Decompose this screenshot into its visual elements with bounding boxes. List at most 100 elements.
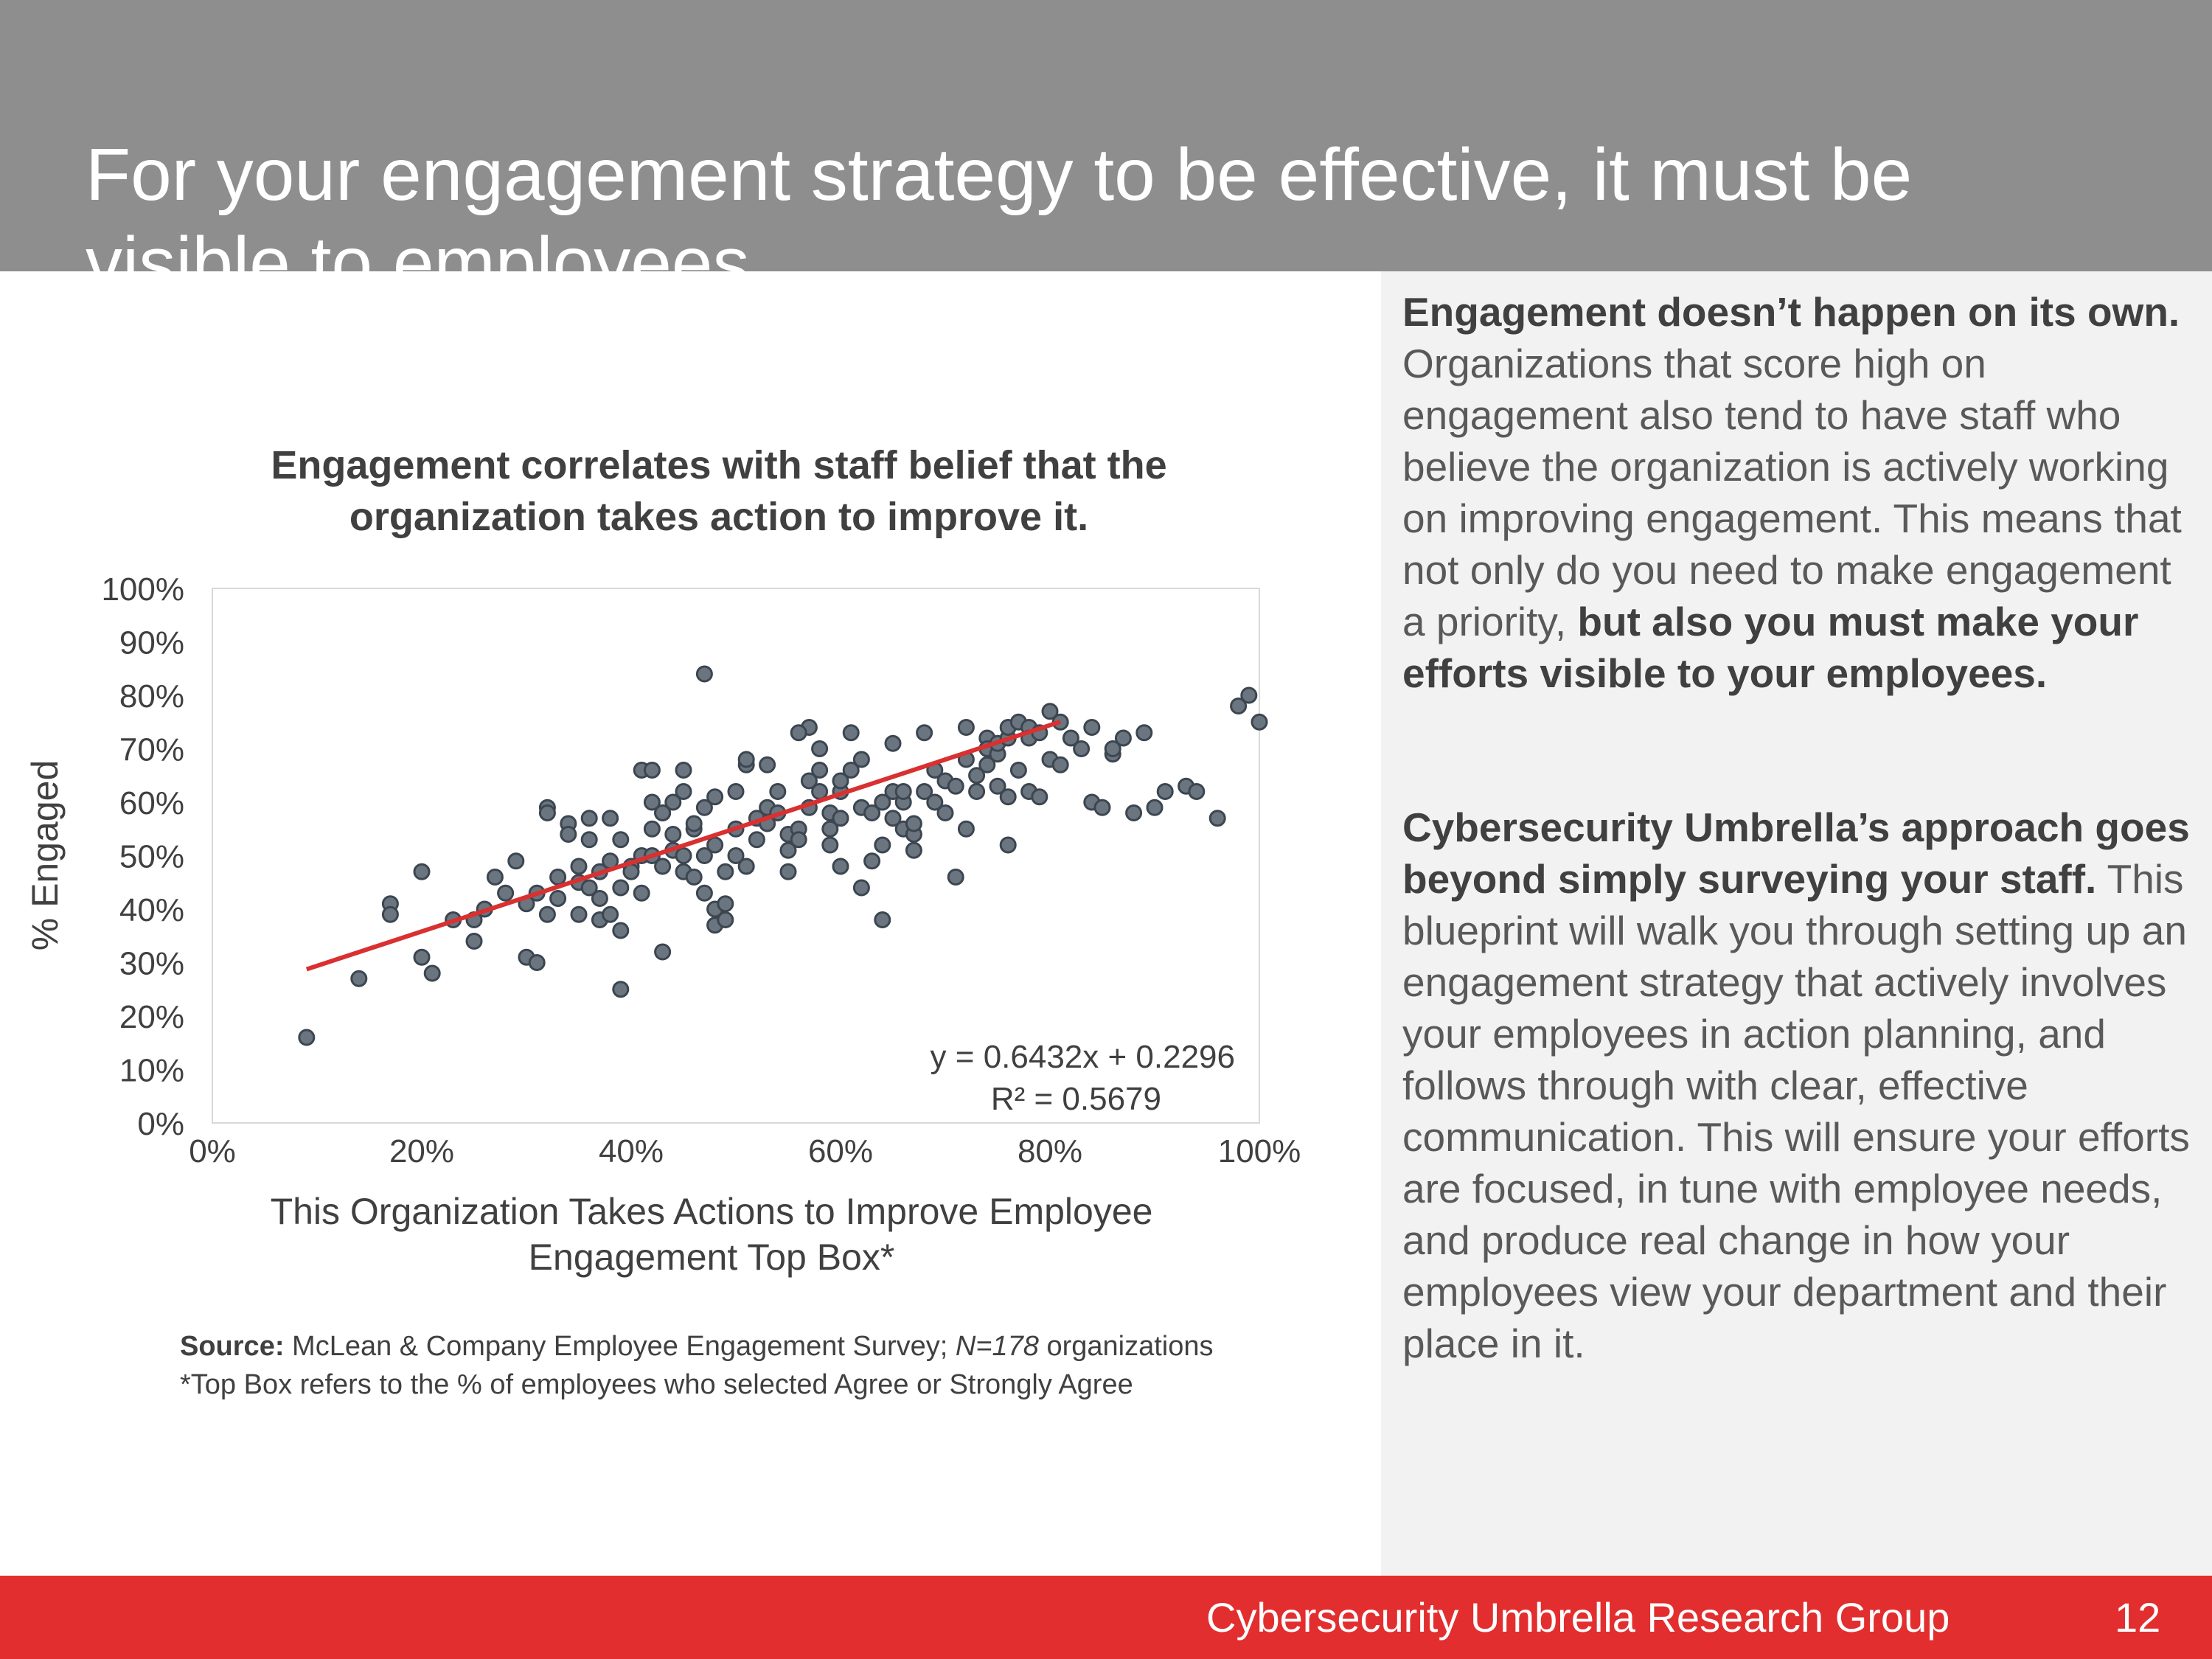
y-tick-label: 70% — [119, 732, 184, 768]
data-point — [926, 793, 944, 811]
x-tick-label: 100% — [1218, 1133, 1301, 1169]
data-point — [695, 847, 713, 864]
data-point — [1073, 740, 1091, 757]
data-point — [842, 762, 860, 779]
page-number: 12 — [2115, 1594, 2161, 1641]
slide-title: For your engagement strategy to be effec… — [86, 133, 1913, 305]
source-text-b: organizations — [1038, 1331, 1214, 1362]
source-text-a: McLean & Company Employee Engagement Sur… — [284, 1331, 956, 1362]
data-point — [706, 788, 724, 806]
data-point — [811, 740, 829, 757]
data-point — [832, 810, 849, 827]
data-point — [717, 895, 734, 913]
trendline-equation: y = 0.6432x + 0.2296 — [931, 1039, 1235, 1075]
data-point — [968, 767, 986, 785]
data-point — [811, 783, 829, 800]
data-point — [936, 804, 954, 821]
panel-p2-bold: Cybersecurity Umbrella’s approach goes b… — [1402, 804, 2190, 902]
data-point — [538, 905, 556, 923]
panel-p2-text: This blueprint will walk you through set… — [1402, 856, 2190, 1366]
y-axis-label: % Engaged — [24, 760, 66, 951]
data-point — [863, 852, 881, 870]
panel-p1-bold-2: but also you must make your efforts visi… — [1402, 599, 2139, 696]
data-point — [643, 793, 661, 811]
data-point — [1208, 810, 1226, 827]
data-point — [580, 831, 598, 849]
data-point — [779, 863, 797, 880]
data-point — [1146, 799, 1164, 816]
data-point — [350, 970, 368, 987]
title-bar — [0, 0, 2212, 271]
y-tick-label: 0% — [137, 1106, 184, 1142]
footer-org-name: Cybersecurity Umbrella Research Group — [1206, 1594, 1950, 1641]
data-point — [549, 890, 567, 907]
x-axis-label-line-1: This Organization Takes Actions to Impro… — [271, 1191, 1153, 1232]
data-point — [999, 788, 1017, 806]
data-point — [654, 804, 672, 821]
x-tick-label: 0% — [189, 1133, 236, 1169]
data-point — [423, 964, 441, 982]
data-point — [633, 884, 650, 902]
data-point — [779, 841, 797, 859]
data-point — [413, 863, 431, 880]
data-point — [737, 858, 755, 875]
data-point — [591, 890, 608, 907]
data-point — [759, 756, 776, 773]
chart-title: Engagement correlates with staff belief … — [271, 443, 1167, 539]
data-point — [602, 810, 619, 827]
data-point — [497, 884, 515, 902]
data-point — [957, 719, 975, 736]
y-tick-label: 60% — [119, 785, 184, 821]
data-point — [298, 1029, 316, 1046]
panel-p1-text: Organizations that score high on engagem… — [1402, 341, 2182, 644]
data-point — [916, 724, 933, 742]
y-tick-label: 90% — [119, 625, 184, 661]
data-point — [612, 831, 630, 849]
data-point — [413, 948, 431, 966]
y-tick-label: 30% — [119, 946, 184, 982]
data-point — [538, 804, 556, 821]
data-point — [654, 943, 672, 961]
data-point — [874, 793, 891, 811]
panel-p1-bold: Engagement doesn’t happen on its own. — [1402, 289, 2180, 335]
data-point — [811, 762, 829, 779]
x-tick-label: 80% — [1018, 1133, 1082, 1169]
data-point — [717, 911, 734, 928]
sample-size: N=178 — [955, 1331, 1039, 1362]
data-point — [685, 815, 703, 832]
source-line: Source: McLean & Company Employee Engage… — [180, 1327, 1360, 1366]
data-point — [381, 905, 399, 923]
data-point — [832, 858, 849, 875]
data-point — [737, 751, 755, 768]
data-point — [486, 869, 504, 886]
data-point — [706, 836, 724, 854]
data-point — [528, 954, 546, 971]
data-point — [675, 847, 692, 864]
data-point — [748, 831, 765, 849]
data-point — [1240, 686, 1258, 704]
data-point — [570, 858, 588, 875]
data-point — [957, 820, 975, 838]
y-axis: 0% 10% 20% 30% 40% 50% 60% 70% 80% 90% 100% — [101, 571, 184, 1142]
data-point — [580, 810, 598, 827]
data-point — [717, 863, 734, 880]
data-point — [790, 831, 807, 849]
data-point — [612, 879, 630, 897]
data-point — [465, 933, 483, 950]
chart-footnote: Source: McLean & Company Employee Engage… — [180, 1327, 1360, 1404]
data-point — [602, 905, 619, 923]
data-point — [978, 756, 996, 773]
data-point — [905, 841, 922, 859]
x-axis-label-line-2: Engagement Top Box* — [529, 1237, 895, 1278]
x-tick-label: 60% — [808, 1133, 873, 1169]
y-tick-label: 20% — [119, 999, 184, 1035]
data-point — [1135, 724, 1153, 742]
data-point — [769, 783, 787, 800]
data-point — [821, 820, 839, 838]
y-tick-label: 100% — [101, 571, 184, 608]
data-point — [1125, 804, 1143, 821]
x-axis: 0% 20% 40% 60% 80% 100% — [189, 1133, 1301, 1169]
data-point — [1062, 729, 1079, 747]
panel-paragraph-2: Cybersecurity Umbrella’s approach goes b… — [1402, 801, 2199, 1369]
data-point — [727, 783, 745, 800]
